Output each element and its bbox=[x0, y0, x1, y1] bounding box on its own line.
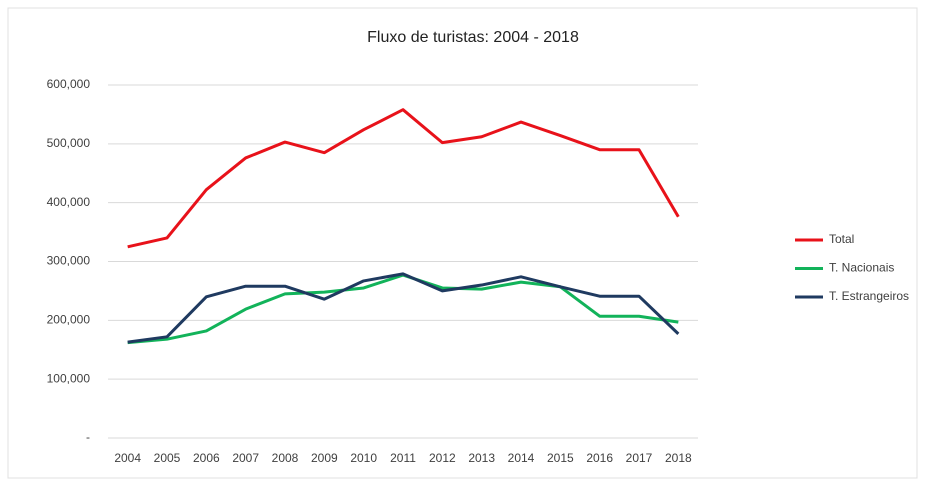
chart-frame bbox=[7, 7, 918, 479]
x-tick-label: 2011 bbox=[390, 451, 416, 465]
y-tick-label: 100,000 bbox=[47, 371, 91, 385]
y-tick-label: 300,000 bbox=[47, 254, 91, 268]
x-tick-label: 2008 bbox=[272, 451, 299, 465]
x-tick-label: 2007 bbox=[232, 451, 259, 465]
legend-label: Total bbox=[829, 232, 854, 246]
legend-label: T. Estrangeiros bbox=[829, 289, 909, 303]
y-tick-label: 500,000 bbox=[47, 136, 91, 150]
data-line bbox=[127, 108, 680, 249]
y-tick-label: 200,000 bbox=[47, 313, 91, 327]
x-tick-label: 2018 bbox=[665, 451, 692, 465]
x-tick-label: 2015 bbox=[547, 451, 574, 465]
y-tick-label: - bbox=[86, 430, 90, 444]
data-line bbox=[127, 272, 680, 344]
x-tick-label: 2016 bbox=[586, 451, 613, 465]
x-tick-label: 2014 bbox=[508, 451, 535, 465]
legend-label: T. Nacionais bbox=[829, 261, 894, 275]
y-tick-label: 400,000 bbox=[47, 195, 91, 209]
x-tick-label: 2009 bbox=[311, 451, 338, 465]
x-tick-label: 2012 bbox=[429, 451, 456, 465]
x-tick-label: 2004 bbox=[114, 451, 141, 465]
x-tick-label: 2005 bbox=[154, 451, 181, 465]
x-tick-label: 2006 bbox=[193, 451, 220, 465]
x-tick-label: 2010 bbox=[350, 451, 377, 465]
chart-title: Fluxo de turistas: 2004 - 2018 bbox=[367, 29, 579, 46]
y-tick-label: 600,000 bbox=[47, 77, 91, 91]
x-tick-label: 2013 bbox=[468, 451, 495, 465]
x-tick-label: 2017 bbox=[626, 451, 653, 465]
